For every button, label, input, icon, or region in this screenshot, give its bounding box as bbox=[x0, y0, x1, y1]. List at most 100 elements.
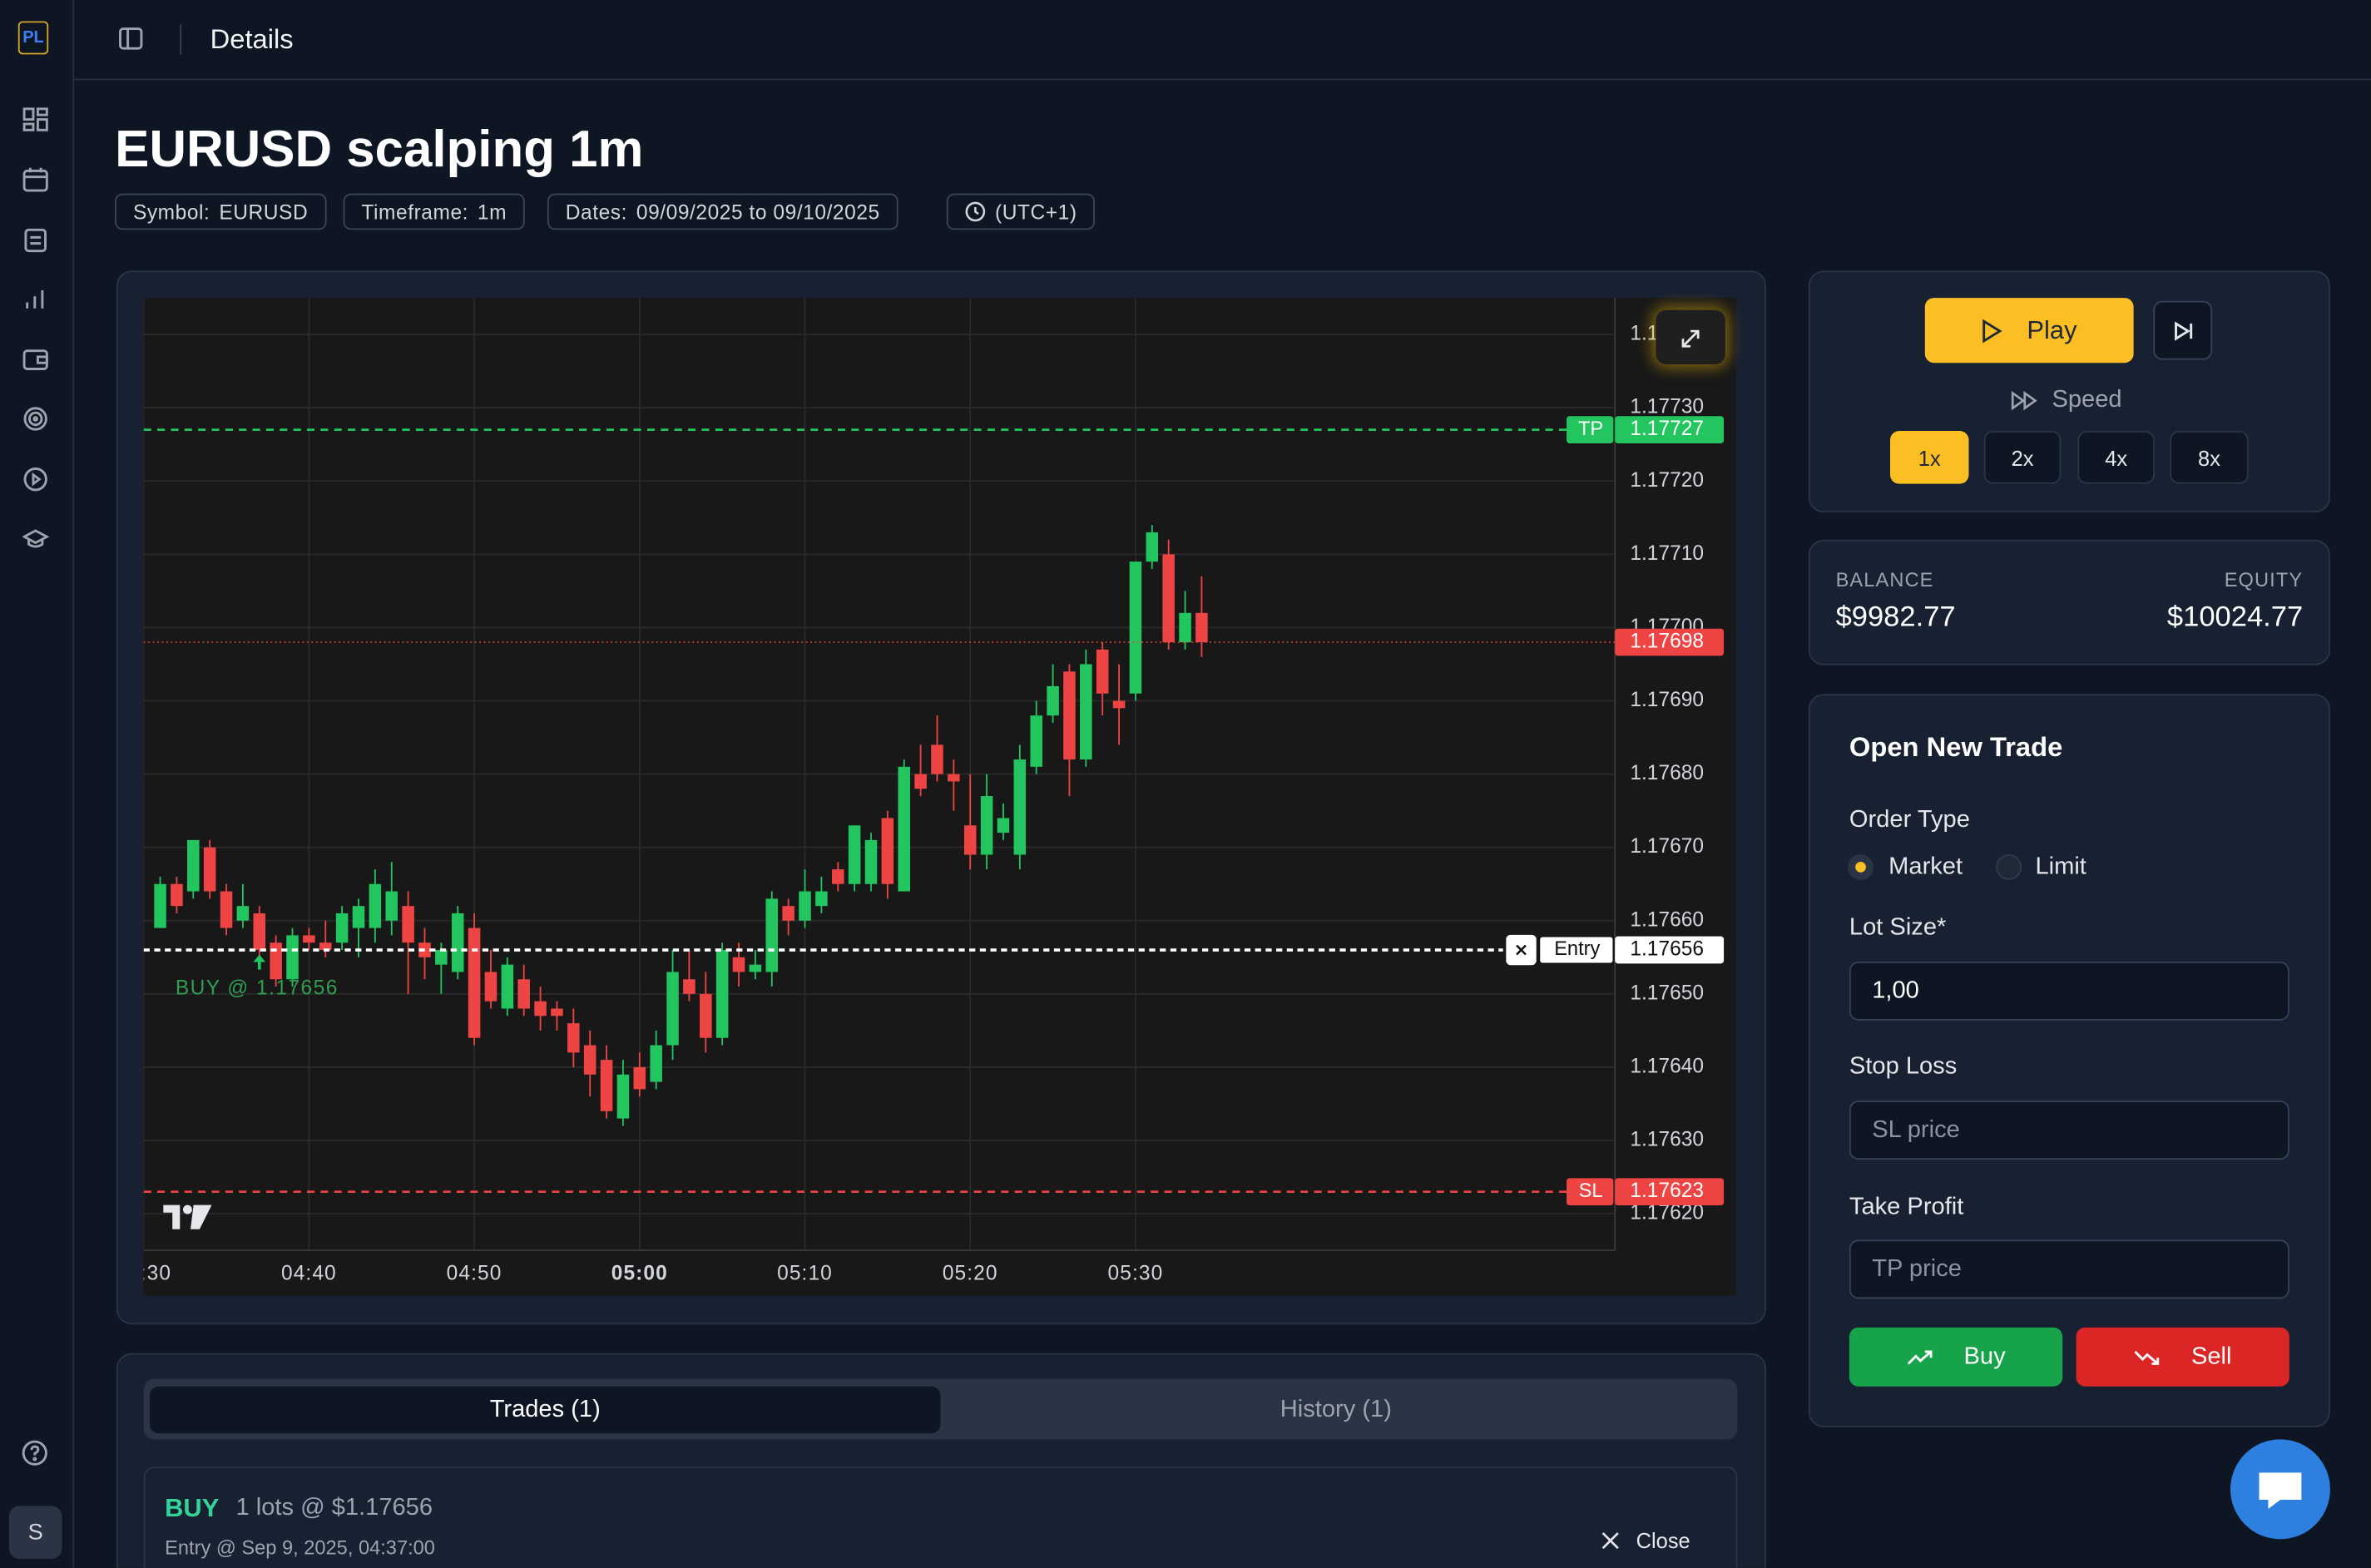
candle-body bbox=[236, 906, 250, 921]
play-label: Play bbox=[2027, 314, 2077, 344]
candle-body bbox=[385, 891, 398, 921]
step-button[interactable] bbox=[2153, 300, 2213, 360]
x-tick-label: 05:20 bbox=[943, 1263, 998, 1285]
equity-label: EQUITY bbox=[2224, 568, 2304, 591]
price-line-name-box bbox=[1567, 416, 1614, 443]
chip-label: Symbol: bbox=[132, 200, 210, 224]
close-button[interactable]: Close bbox=[1600, 1530, 1690, 1551]
speed-button[interactable]: 1x bbox=[1890, 431, 1969, 484]
tradingview-logo bbox=[163, 1204, 212, 1229]
last-price-box bbox=[1615, 628, 1725, 656]
candle-body bbox=[700, 993, 712, 1038]
lot-size-input[interactable]: 1,00 bbox=[1849, 961, 2289, 1021]
candle-body bbox=[1013, 759, 1027, 855]
play-button[interactable]: Play bbox=[1924, 298, 2134, 364]
take-profit-input[interactable]: TP price bbox=[1849, 1239, 2289, 1299]
logo[interactable]: PL bbox=[17, 21, 49, 55]
tab-active[interactable]: Trades (1) bbox=[149, 1386, 941, 1434]
candle-body bbox=[270, 942, 282, 980]
price-line-value: 1.17623 bbox=[1630, 1180, 1704, 1202]
buy-button[interactable]: Buy bbox=[1849, 1327, 2063, 1387]
trade-entry: Entry @ Sep 9, 2025, 04:37:00 bbox=[165, 1536, 435, 1559]
sell-label: Sell bbox=[2190, 1343, 2232, 1369]
toggle-sidebar[interactable] bbox=[118, 26, 146, 53]
candle-body bbox=[848, 825, 861, 884]
candle-body bbox=[567, 1023, 580, 1053]
nav-journal[interactable] bbox=[24, 228, 47, 253]
radio-label[interactable]: Market bbox=[1888, 853, 1963, 880]
candle-body bbox=[451, 913, 464, 972]
candle-body bbox=[931, 744, 943, 774]
radio-limit[interactable] bbox=[1996, 853, 2022, 880]
expand-button[interactable] bbox=[1656, 309, 1725, 365]
trade-form-panel bbox=[1808, 694, 2330, 1427]
chat-button[interactable] bbox=[2230, 1439, 2330, 1540]
candle-body bbox=[220, 891, 233, 928]
candle-body bbox=[1146, 532, 1159, 562]
y-tick-label: 1.17620 bbox=[1630, 1202, 1704, 1224]
x-tick-label: 04:40 bbox=[281, 1263, 337, 1285]
speed-button[interactable]: 8x bbox=[2170, 431, 2249, 484]
nav-calendar[interactable] bbox=[22, 167, 48, 192]
candle-body bbox=[749, 964, 762, 972]
radio-label[interactable]: Limit bbox=[2035, 853, 2086, 880]
candle-body bbox=[1179, 612, 1191, 643]
candle-body bbox=[484, 972, 497, 1002]
tab[interactable]: History (1) bbox=[1280, 1396, 1392, 1422]
balance-label: BALANCE bbox=[1835, 568, 1934, 591]
y-tick-label: 1.17640 bbox=[1630, 1055, 1704, 1077]
clock-icon bbox=[965, 201, 986, 222]
candle-body bbox=[633, 1066, 646, 1090]
chip-value: (UTC+1) bbox=[994, 200, 1077, 224]
header-divider bbox=[74, 78, 2371, 81]
candle-body bbox=[468, 927, 481, 1038]
speed-text: Speed bbox=[2052, 387, 2122, 413]
candle-body bbox=[881, 818, 894, 884]
speed-button[interactable]: 2x bbox=[1983, 431, 2062, 484]
candle-body bbox=[154, 883, 166, 928]
sidebar-icons bbox=[22, 107, 50, 548]
nav-stats[interactable] bbox=[26, 289, 44, 309]
help-icon[interactable] bbox=[21, 1439, 48, 1467]
price-line-name: TP bbox=[1578, 418, 1603, 440]
candle-body bbox=[600, 1060, 613, 1111]
nav-target[interactable] bbox=[23, 407, 47, 431]
candle-body bbox=[1195, 612, 1208, 643]
candle-body bbox=[1162, 554, 1175, 643]
candle-body bbox=[435, 950, 448, 965]
speed-label: Speed bbox=[2011, 387, 2122, 413]
sidebar bbox=[0, 0, 75, 1568]
candle-body bbox=[501, 964, 514, 1009]
candle-body bbox=[914, 774, 927, 789]
radio-market[interactable] bbox=[1848, 853, 1874, 880]
nav-academy[interactable] bbox=[22, 529, 50, 548]
sell-button[interactable]: Sell bbox=[2076, 1327, 2289, 1387]
buy-arrow bbox=[253, 954, 266, 970]
candle-body bbox=[551, 1008, 563, 1016]
candle-body bbox=[980, 796, 993, 855]
y-tick-label: 1.17660 bbox=[1630, 908, 1704, 931]
candle-body bbox=[402, 906, 414, 943]
nav-dashboard[interactable] bbox=[22, 107, 48, 131]
candle-body bbox=[650, 1045, 662, 1082]
trade-side: BUY bbox=[165, 1493, 220, 1523]
candle-body bbox=[666, 972, 679, 1046]
close-label: Close bbox=[1636, 1528, 1690, 1553]
candle-body bbox=[815, 891, 828, 907]
candle-body bbox=[963, 825, 977, 855]
speed-button[interactable]: 4x bbox=[2077, 431, 2156, 484]
nav-replay[interactable] bbox=[23, 467, 47, 492]
candle-body bbox=[782, 906, 794, 921]
x-tick-label: 05:30 bbox=[1108, 1263, 1164, 1285]
price-line-value: 1.17727 bbox=[1630, 418, 1704, 440]
user-avatar[interactable]: S bbox=[8, 1506, 62, 1559]
x-tick-label: 04:30 bbox=[144, 1263, 171, 1285]
chip: Timeframe: 1m bbox=[343, 193, 525, 230]
stop-loss-input[interactable]: SL price bbox=[1849, 1101, 2289, 1160]
nav-wallet[interactable] bbox=[22, 349, 48, 370]
chip-label: Dates: bbox=[565, 200, 627, 224]
candle-body bbox=[1030, 715, 1042, 767]
chart[interactable]: 1.17620 1.17630 1.17640 1.17650 1.17660 1.176… bbox=[143, 298, 1736, 1296]
